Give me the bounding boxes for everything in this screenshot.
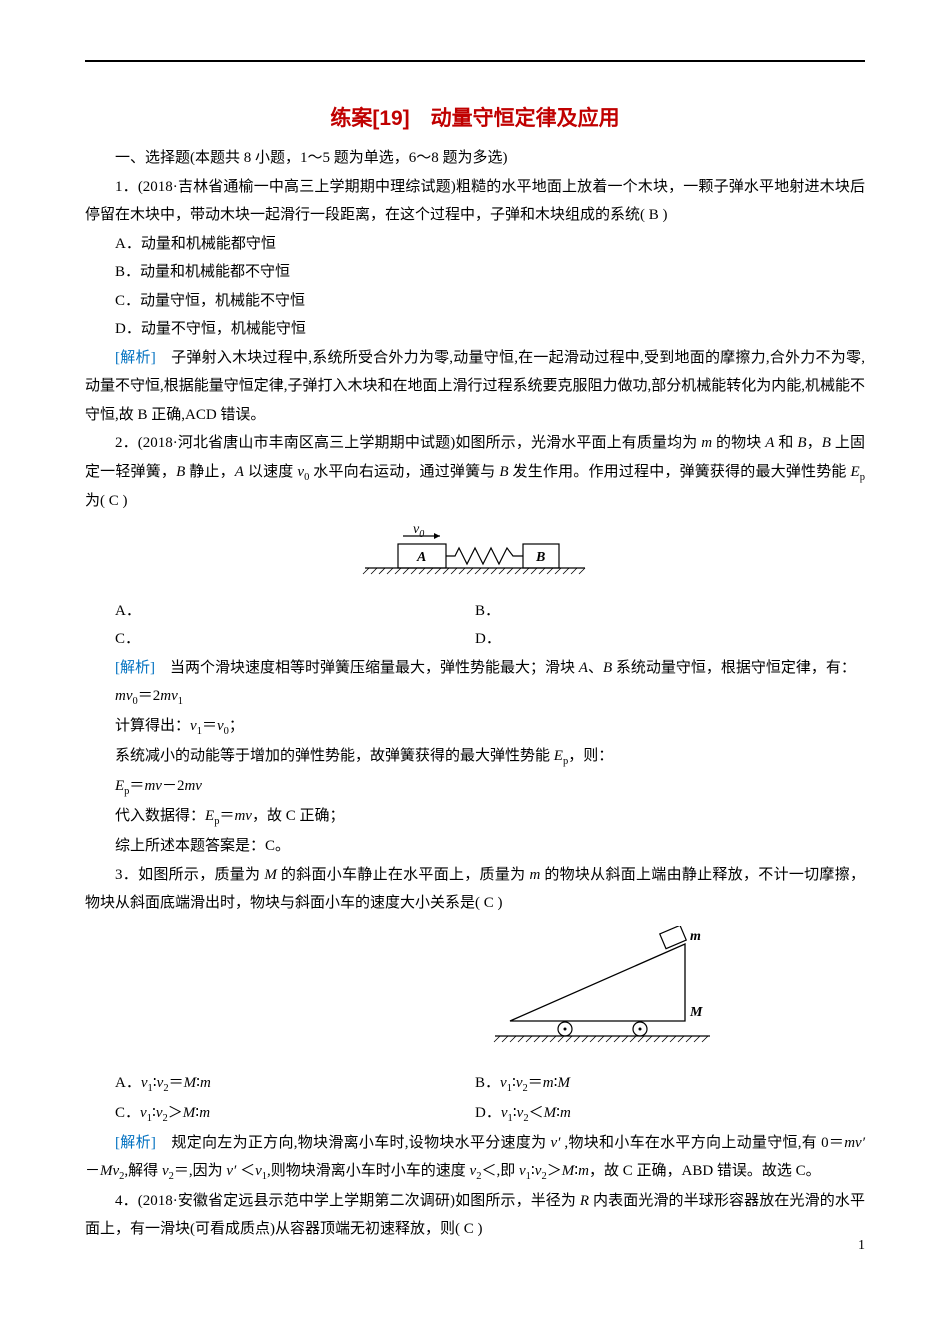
- q2-figure: v0 A B: [85, 524, 865, 589]
- q1-option-c: C．动量守恒，机械能不守恒: [85, 287, 865, 316]
- q1-option-a: A．动量和机械能都守恒: [85, 230, 865, 259]
- q2-line4: Ep＝mv－2mv: [85, 772, 865, 802]
- spring-block-diagram: v0 A B: [355, 524, 595, 584]
- q3-option-d: D．v1∶v2＜M∶m: [475, 1099, 865, 1129]
- q1-option-d: D．动量不守恒，机械能守恒: [85, 315, 865, 344]
- q1-analysis: [解析] 子弹射入木块过程中,系统所受合外力为零,动量守恒,在一起滑动过程中,受…: [85, 344, 865, 430]
- incline-cart-diagram: m M: [490, 926, 720, 1056]
- v0-label: v0: [413, 524, 424, 540]
- q2-stem: 2．(2018·河北省唐山市丰南区高三上学期期中试题)如图所示，光滑水平面上有质…: [85, 429, 865, 516]
- document-title: 练案[19] 动量守恒定律及应用: [85, 102, 865, 132]
- q2-option-b: B．: [475, 597, 865, 626]
- page-number: 1: [858, 1238, 865, 1254]
- q2-line2: 计算得出：v1＝v0；: [85, 712, 865, 742]
- m-label: m: [690, 929, 701, 944]
- q2-option-d: D．: [475, 625, 865, 654]
- page: 练案[19] 动量守恒定律及应用 一、选择题(本题共 8 小题，1～5 题为单选…: [0, 0, 950, 1284]
- q3-option-a: A．v1∶v2＝M∶m: [85, 1069, 475, 1099]
- q2-option-a: A．: [85, 597, 475, 626]
- q3-options-row1: A．v1∶v2＝M∶m B．v1∶v2＝m∶M: [85, 1069, 865, 1099]
- q2-line1: mv0＝2mv1: [85, 682, 865, 712]
- q2-options-row1: A． B．: [85, 597, 865, 626]
- A-label: A: [416, 550, 426, 565]
- q2-line3: 系统减小的动能等于增加的弹性势能，故弹簧获得的最大弹性势能 Ep，则：: [85, 742, 865, 772]
- q3-stem: 3．如图所示，质量为 M 的斜面小车静止在水平面上，质量为 m 的物块从斜面上端…: [85, 861, 865, 918]
- top-rule: [85, 60, 865, 62]
- section-heading: 一、选择题(本题共 8 小题，1～5 题为单选，6～8 题为多选): [85, 144, 865, 173]
- q3-option-c: C．v1∶v2＞M∶m: [85, 1099, 475, 1129]
- q2-analysis: [解析] 当两个滑块速度相等时弹簧压缩量最大，弹性势能最大；滑块 A、B 系统动…: [85, 654, 865, 683]
- q4-stem: 4．(2018·安徽省定远县示范中学上学期第二次调研)如图所示，半径为 R 内表…: [85, 1187, 865, 1244]
- q2-options-row2: C． D．: [85, 625, 865, 654]
- q2-line5: 代入数据得：Ep＝mv，故 C 正确；: [85, 802, 865, 832]
- q3-options-row2: C．v1∶v2＞M∶m D．v1∶v2＜M∶m: [85, 1099, 865, 1129]
- analysis-label: [解析]: [115, 350, 156, 366]
- analysis-label: [解析]: [115, 1135, 156, 1151]
- B-label: B: [535, 550, 545, 565]
- analysis-label: [解析]: [115, 660, 155, 676]
- M-label: M: [689, 1005, 703, 1020]
- q3-figure: m M: [85, 926, 865, 1061]
- q1-analysis-text: 子弹射入木块过程中,系统所受合外力为零,动量守恒,在一起滑动过程中,受到地面的摩…: [85, 350, 865, 423]
- q2-option-c: C．: [85, 625, 475, 654]
- q3-analysis: [解析] 规定向左为正方向,物块滑离小车时,设物块水平分速度为 v′ ,物块和小…: [85, 1129, 865, 1187]
- q1-stem: 1．(2018·吉林省通榆一中高三上学期期中理综试题)粗糙的水平地面上放着一个木…: [85, 173, 865, 230]
- q3-option-b: B．v1∶v2＝m∶M: [475, 1069, 865, 1099]
- q2-line6: 综上所述本题答案是：C。: [85, 832, 865, 861]
- q1-option-b: B．动量和机械能都不守恒: [85, 258, 865, 287]
